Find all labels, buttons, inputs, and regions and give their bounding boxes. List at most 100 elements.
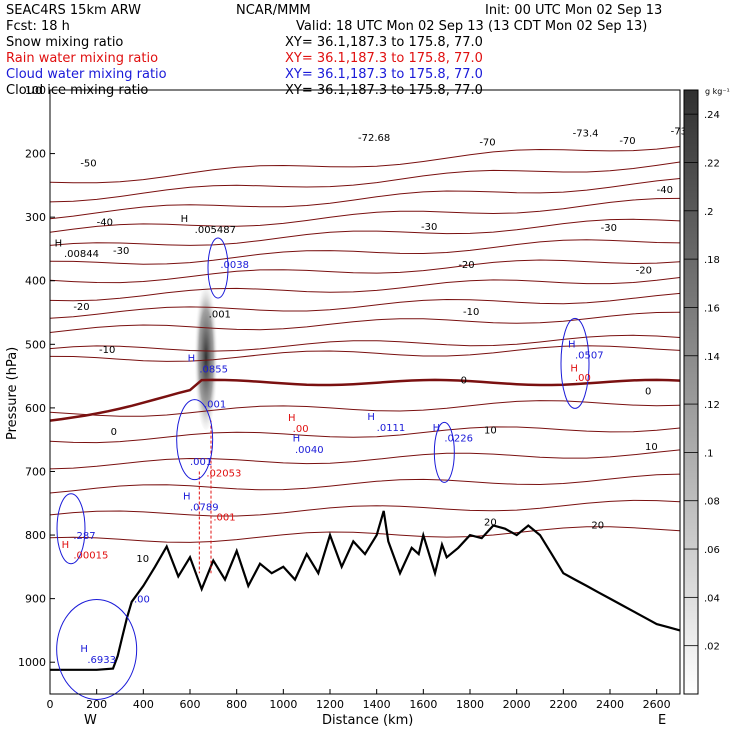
isotherm-label: -30 (113, 246, 129, 257)
y-tick-label: 800 (25, 529, 46, 542)
isotherm-label: -10 (463, 307, 479, 318)
field-xy-snow: XY= 36.1,187.3 to 175.8, 77.0 (285, 35, 483, 50)
x-tick-label: 1200 (316, 698, 344, 711)
colorbar-unit: g kg⁻¹ (705, 87, 730, 96)
field-label-rain: Rain water mixing ratio (6, 51, 158, 66)
isotherm-label: 0 (461, 376, 467, 387)
rain-label: .00015 (73, 551, 108, 562)
colorbar-tick-label: .1 (704, 448, 714, 459)
colorbar-tick-label: .2 (704, 207, 714, 218)
isotherm-line (49, 426, 681, 444)
x-tick-label: 400 (133, 698, 154, 711)
isotherm-label: -20 (458, 260, 474, 271)
isotherm-label: 0 (645, 387, 651, 398)
isotherm-label: -70 (619, 136, 635, 147)
isotherm-line (49, 146, 681, 184)
isotherm-line (49, 473, 681, 494)
isotherm-label: 20 (591, 521, 604, 532)
cloud-water-label: .0789 (190, 502, 219, 513)
field-label-cloud-water: Cloud water mixing ratio (6, 67, 167, 82)
rain-label: H (288, 413, 296, 424)
isotherm-label: -70 (479, 137, 495, 148)
valid-time: Valid: 18 UTC Mon 02 Sep 13 (13 CDT Mon … (296, 19, 647, 34)
isotherm-label: -50 (80, 158, 96, 169)
cloud-water-label: H (568, 339, 576, 350)
cloud-water-label: .0855 (199, 364, 228, 375)
isotherm-label: 10 (645, 442, 658, 453)
isotherm-label: 10 (136, 554, 149, 565)
x-tick-label: 2000 (503, 698, 531, 711)
isotherm-label: -30 (601, 223, 617, 234)
cloud-water-label: .0038 (220, 260, 249, 271)
cloud-water-label: H (367, 412, 375, 423)
y-tick-label: 400 (25, 275, 46, 288)
isotherm-line (49, 178, 681, 220)
cloud-water-label: H (188, 353, 196, 364)
cloud-ice-shading (194, 270, 218, 430)
isotherm-line (49, 218, 681, 246)
cloud-water-label: .0507 (575, 350, 604, 361)
snow-label: H (181, 214, 189, 225)
isotherm-label: -20 (73, 302, 89, 313)
colorbar-tick-label: .16 (704, 303, 720, 314)
isotherm-line (49, 345, 681, 362)
rain-label: .001 (213, 512, 235, 523)
cloud-water-label: .287 (73, 531, 95, 542)
x-axis-title: Distance (km) (322, 713, 413, 728)
y-tick-label: 200 (25, 148, 46, 161)
isotherm-label: -40 (97, 217, 113, 228)
y-tick-label: 600 (25, 402, 46, 415)
cloud-water-label: H (293, 434, 301, 445)
x-tick-label: 800 (226, 698, 247, 711)
field-label-snow: Snow mixing ratio (6, 35, 123, 50)
field-xy-cloud-water: XY= 36.1,187.3 to 175.8, 77.0 (285, 67, 483, 82)
rain-label: H (62, 540, 70, 551)
isotherm-line (49, 239, 681, 265)
colorbar-tick-label: .22 (704, 158, 720, 169)
isotherm-label: -20 (636, 266, 652, 277)
snow-label: H (55, 238, 63, 249)
y-tick-label: 1000 (18, 656, 46, 669)
snow-label: .001 (209, 310, 231, 321)
isotherm-line (49, 197, 681, 233)
x-tick-label: 2600 (643, 698, 671, 711)
x-tick-label: 600 (180, 698, 201, 711)
isotherm-line (49, 259, 681, 284)
x-tick-label: 1400 (363, 698, 391, 711)
isotherm-label: -10 (99, 345, 115, 356)
isotherm-label: 20 (484, 518, 497, 529)
colorbar-ticks: .02 .04 .06 .08 .1 .12 .14 .16 .18 .2 .22 .24 (684, 110, 720, 653)
x-tick-label: 200 (86, 698, 107, 711)
y-tick-label: 500 (25, 338, 46, 351)
y-tick-label: 900 (25, 593, 46, 606)
cloud-water-label: .001 (204, 399, 226, 410)
cloud-water-contour (56, 598, 138, 700)
isotherm-line (49, 292, 681, 319)
x-tick-label: 2200 (549, 698, 577, 711)
isotherm-line (49, 311, 681, 333)
snow-label: .00844 (64, 249, 99, 260)
freezing-level-line (49, 378, 681, 422)
isotherm-line (49, 449, 681, 470)
forecast-hour: Fcst: 18 h (6, 19, 70, 34)
colorbar-tick-label: .08 (704, 497, 720, 508)
field-xy-rain: XY= 36.1,187.3 to 175.8, 77.0 (285, 51, 483, 66)
isotherm-label: 0 (111, 427, 117, 438)
isotherm-line (49, 161, 681, 203)
cloud-water-contour (176, 399, 214, 481)
colorbar-tick-label: .24 (704, 110, 720, 121)
cloud-water-label: .001 (190, 457, 212, 468)
isotherm-label: -40 (657, 185, 673, 196)
y-tick-label: 300 (25, 211, 46, 224)
org-title: NCAR/MMM (236, 3, 311, 18)
x-axis-west-label: W (84, 713, 97, 728)
cloud-water-label: .00 (134, 594, 150, 605)
cloud-water-contour (56, 493, 86, 565)
y-tick-label: 700 (25, 465, 46, 478)
x-tick-label: 1600 (409, 698, 437, 711)
colorbar-tick-label: .14 (704, 352, 720, 363)
isotherm-line (49, 334, 681, 352)
cloud-water-contour (433, 421, 455, 483)
y-tick-label: 100 (25, 84, 46, 97)
